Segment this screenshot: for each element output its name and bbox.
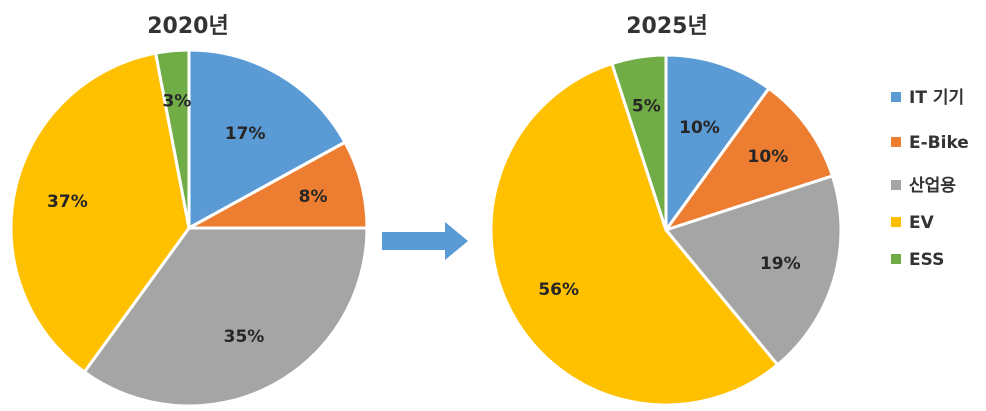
slice-2020-ebike-label: 8% <box>299 187 328 207</box>
slice-2025-ess-label: 5% <box>632 97 661 117</box>
slice-2025-ebike-label: 10% <box>748 147 789 167</box>
slice-2020-it <box>187 48 347 230</box>
slice-2020-industrial <box>82 226 369 408</box>
slice-2020-ebike <box>187 140 369 230</box>
slice-2020-ev-label: 37% <box>47 192 88 212</box>
legend-swatch <box>891 254 901 264</box>
slice-2020-ess-label: 3% <box>162 91 191 111</box>
legend-item: EV <box>891 213 935 233</box>
legend-item: ESS <box>891 250 944 270</box>
right-arrow-icon <box>382 222 468 260</box>
slice-2020-ess <box>154 48 191 230</box>
chart-title-2020: 2020년 <box>147 14 228 39</box>
slice-2020-ev <box>9 51 191 374</box>
slice-2025-ebike <box>664 86 834 232</box>
legend-swatch <box>891 180 901 190</box>
legend: IT 기기 E-Bike 산업용 EV ESS <box>891 88 969 270</box>
legend-swatch <box>891 92 901 102</box>
legend-label: IT 기기 <box>909 88 964 108</box>
slice-2025-ess <box>610 53 668 232</box>
legend-label: E-Bike <box>909 133 969 153</box>
slice-2020-industrial-label: 35% <box>224 327 265 347</box>
chart-title-2025: 2025년 <box>626 14 707 39</box>
legend-label: EV <box>909 213 935 233</box>
slice-2025-industrial <box>664 174 843 367</box>
legend-label: ESS <box>909 250 944 270</box>
slice-2025-industrial-label: 19% <box>760 254 801 274</box>
legend-item: IT 기기 <box>891 88 964 108</box>
pie-2020: 17% 8% 35% 37% 3% <box>9 48 369 408</box>
slice-2025-it-label: 10% <box>679 118 720 138</box>
legend-item: 산업용 <box>891 176 956 196</box>
legend-label: 산업용 <box>909 176 956 196</box>
slice-2020-it-label: 17% <box>225 124 266 144</box>
legend-swatch <box>891 137 901 147</box>
legend-item: E-Bike <box>891 133 969 153</box>
slice-2025-ev <box>489 62 780 407</box>
slice-2025-ev-label: 56% <box>538 280 579 300</box>
pie-2025: 10% 10% 19% 56% 5% <box>489 53 843 407</box>
slice-2025-it <box>664 53 771 232</box>
legend-swatch <box>891 217 901 227</box>
